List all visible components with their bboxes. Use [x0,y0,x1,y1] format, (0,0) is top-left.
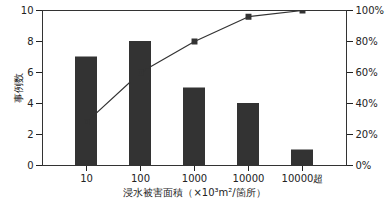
svg-text:4: 4 [27,98,33,109]
svg-text:1000: 1000 [182,173,207,184]
svg-text:10: 10 [80,173,93,184]
svg-text:0: 0 [27,160,33,171]
svg-text:2: 2 [27,129,33,140]
svg-text:20%: 20% [356,129,378,140]
svg-text:10: 10 [21,5,34,16]
svg-text:100: 100 [131,173,150,184]
svg-text:80%: 80% [356,36,378,47]
svg-text:事例数: 事例数 [13,73,24,103]
svg-text:0%: 0% [356,160,372,171]
svg-text:100%: 100% [356,5,385,16]
svg-text:浸水被害面積（×10³m²/箇所）: 浸水被害面積（×10³m²/箇所） [123,187,265,198]
svg-text:40%: 40% [356,98,378,109]
svg-text:10000超: 10000超 [282,173,324,184]
svg-text:10000: 10000 [233,173,265,184]
svg-text:8: 8 [27,36,33,47]
svg-text:60%: 60% [356,67,378,78]
svg-text:6: 6 [27,67,33,78]
